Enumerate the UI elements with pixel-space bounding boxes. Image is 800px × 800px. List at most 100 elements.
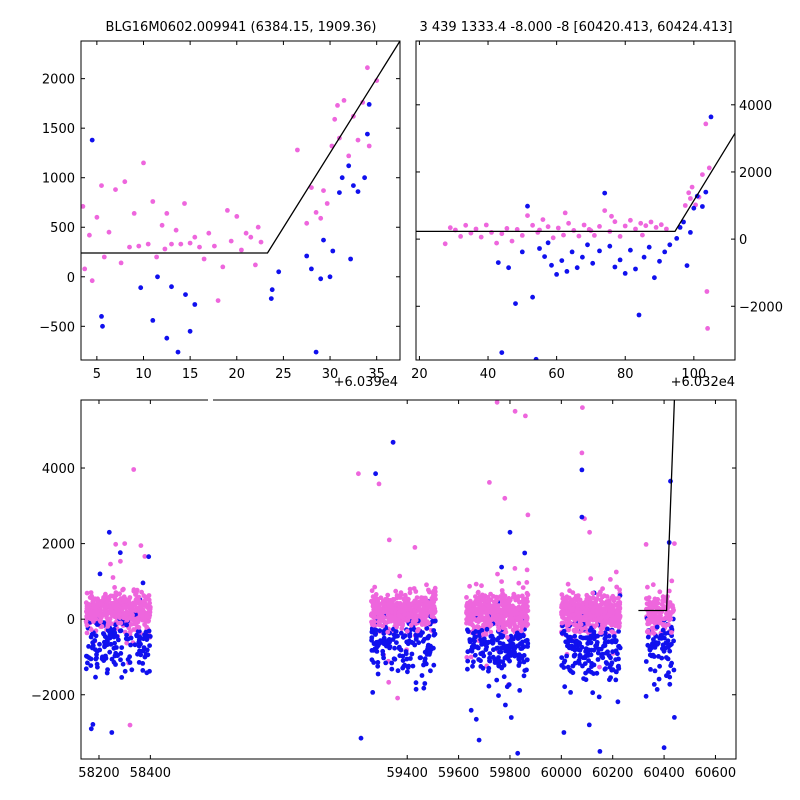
blue-point <box>515 636 521 641</box>
pink-point <box>212 243 217 249</box>
pink-point <box>653 225 659 230</box>
pink-point <box>136 243 142 249</box>
blue-point <box>657 663 662 669</box>
y-tick-label: 1500 <box>42 122 75 137</box>
pink-point <box>525 592 531 598</box>
blue-point <box>370 690 376 695</box>
pink-point <box>464 620 469 626</box>
pink-point <box>640 232 645 238</box>
pink-point <box>590 590 596 596</box>
pink-point <box>518 628 524 634</box>
pink-point <box>611 598 617 604</box>
blue-point <box>390 439 396 445</box>
blue-point <box>138 285 144 291</box>
pink-point <box>666 622 671 627</box>
blue-point <box>394 640 399 645</box>
model-line <box>81 41 400 254</box>
pink-point <box>682 203 688 208</box>
pink-point <box>599 630 604 635</box>
blue-point <box>602 666 608 672</box>
blue-point <box>402 633 408 639</box>
pink-point <box>473 594 478 599</box>
pink-point <box>118 558 123 564</box>
blue-point <box>465 627 470 633</box>
blue-point <box>596 694 602 700</box>
blue-point <box>101 658 107 663</box>
pink-point <box>369 622 375 627</box>
pink-point <box>576 233 582 239</box>
blue-point <box>373 632 378 637</box>
pink-point <box>520 600 526 605</box>
blue-point <box>577 652 583 658</box>
blue-point <box>416 640 422 646</box>
blue-point <box>633 266 638 272</box>
blue-point <box>309 266 314 272</box>
pink-point <box>616 595 621 601</box>
blue-point <box>404 656 410 662</box>
pink-point <box>134 616 140 621</box>
blue-point <box>413 632 419 638</box>
pink-point <box>372 584 378 590</box>
blue-point <box>564 653 569 659</box>
blue-point <box>603 650 609 656</box>
pink-point <box>386 679 392 685</box>
pink-point <box>97 617 103 623</box>
blue-point <box>636 312 642 318</box>
pink-point <box>141 160 146 166</box>
blue-point <box>100 323 105 329</box>
blue-point <box>613 677 619 683</box>
blue-point <box>648 667 653 672</box>
pink-point <box>407 606 413 612</box>
blue-point <box>684 263 690 268</box>
pink-point <box>668 616 674 622</box>
pink-point <box>525 213 530 219</box>
pink-point <box>113 590 119 595</box>
blue-point <box>487 651 493 656</box>
pink-point <box>130 602 135 608</box>
pink-point <box>588 576 594 582</box>
blue-point <box>88 663 94 668</box>
blue-point <box>506 682 512 688</box>
blue-point <box>566 639 571 644</box>
blue-point <box>490 640 496 645</box>
pink-point <box>432 592 438 598</box>
pink-point <box>100 598 106 603</box>
pink-point <box>92 596 98 602</box>
blue-point <box>88 656 94 662</box>
tick-labels-top-right: 20 40 60 80 100 −2000 0 2000 4000 <box>411 99 783 382</box>
pink-point <box>583 599 589 604</box>
pink-point <box>469 621 474 627</box>
blue-point <box>400 658 406 663</box>
blue-point <box>568 690 573 695</box>
blue-point <box>652 275 657 281</box>
pink-point <box>388 600 393 605</box>
pink-point <box>90 602 96 608</box>
blue-point <box>669 660 674 666</box>
blue-point <box>681 219 686 225</box>
pink-point <box>414 595 420 600</box>
pink-point <box>115 607 121 613</box>
pink-point <box>628 217 633 223</box>
x-tick-label: 80 <box>617 367 634 382</box>
x-tick-label: 10 <box>135 367 152 382</box>
blue-point <box>348 256 353 262</box>
pink-point <box>520 585 526 590</box>
model-line <box>416 132 735 233</box>
blue-point <box>652 645 658 650</box>
blue-point <box>115 653 120 658</box>
blue-point <box>603 660 609 665</box>
pink-point <box>661 616 667 622</box>
pink-point <box>566 220 571 226</box>
blue-point <box>537 246 542 251</box>
blue-point <box>472 638 477 644</box>
blue-point <box>410 640 416 646</box>
blue-point <box>432 618 438 624</box>
pink-point <box>580 405 585 410</box>
axes-frame-top_left <box>80 40 401 361</box>
pink-point <box>493 614 499 620</box>
blue-point <box>472 652 478 658</box>
blue-point <box>424 625 430 631</box>
pink-point <box>258 239 264 245</box>
pink-point <box>140 614 146 620</box>
